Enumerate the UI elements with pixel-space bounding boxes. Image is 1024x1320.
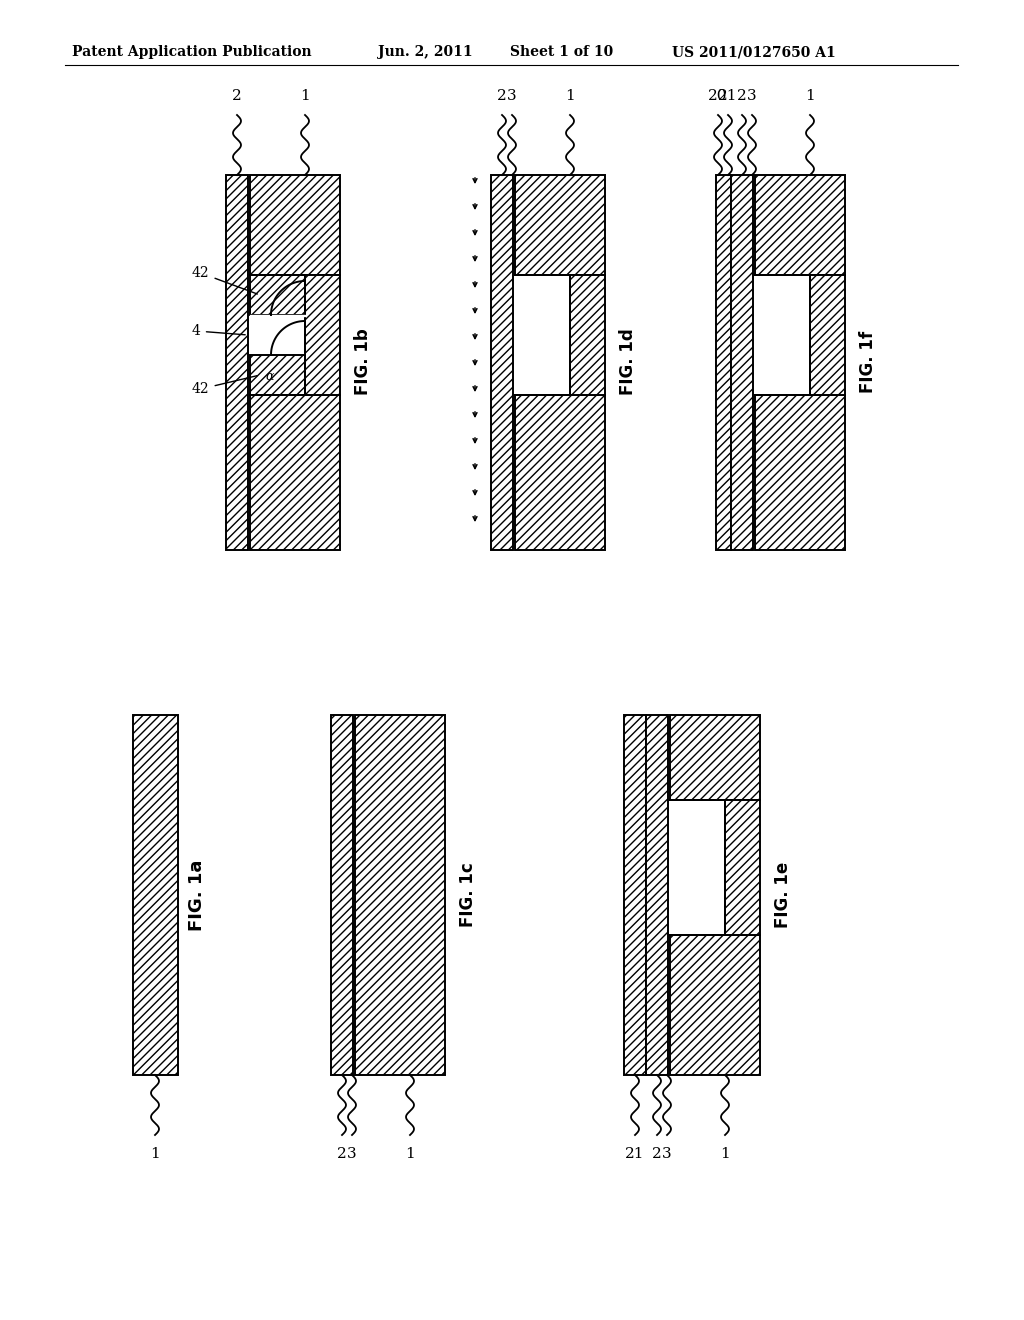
Bar: [725, 800, 760, 935]
Text: FIG. 1b: FIG. 1b: [354, 329, 372, 396]
Text: 3: 3: [663, 1147, 672, 1162]
Text: FIG. 1e: FIG. 1e: [774, 862, 792, 928]
Bar: [331, 715, 353, 1074]
Text: 4: 4: [193, 323, 245, 338]
Text: FIG. 1c: FIG. 1c: [459, 863, 477, 928]
Text: 42: 42: [193, 376, 257, 396]
Bar: [670, 935, 760, 1074]
Text: 3: 3: [507, 88, 517, 103]
Text: 2: 2: [497, 88, 507, 103]
Text: 1: 1: [300, 88, 310, 103]
Bar: [305, 275, 340, 395]
Text: 2: 2: [652, 1147, 662, 1162]
Text: 3: 3: [748, 88, 757, 103]
Bar: [810, 275, 845, 395]
Bar: [716, 176, 731, 550]
Bar: [755, 395, 845, 550]
Text: 1: 1: [565, 88, 574, 103]
Bar: [515, 176, 605, 275]
Bar: [250, 176, 340, 275]
Text: US 2011/0127650 A1: US 2011/0127650 A1: [672, 45, 836, 59]
Text: Sheet 1 of 10: Sheet 1 of 10: [510, 45, 613, 59]
Bar: [250, 355, 305, 395]
Text: 2: 2: [232, 88, 242, 103]
Text: 20: 20: [709, 88, 728, 103]
Bar: [646, 715, 668, 1074]
Text: 1: 1: [151, 1147, 160, 1162]
Text: Patent Application Publication: Patent Application Publication: [72, 45, 311, 59]
Bar: [755, 176, 845, 275]
Text: 21: 21: [626, 1147, 645, 1162]
Bar: [355, 715, 445, 1074]
Text: Jun. 2, 2011: Jun. 2, 2011: [378, 45, 473, 59]
Bar: [570, 275, 605, 395]
Bar: [624, 715, 646, 1074]
Text: 42: 42: [193, 267, 257, 294]
Text: 3: 3: [347, 1147, 356, 1162]
Bar: [731, 176, 753, 550]
Bar: [250, 395, 340, 550]
Text: 1: 1: [805, 88, 815, 103]
Text: FIG. 1f: FIG. 1f: [859, 331, 877, 393]
Text: 2: 2: [737, 88, 746, 103]
Text: 1: 1: [406, 1147, 415, 1162]
Text: 2: 2: [337, 1147, 347, 1162]
Bar: [490, 176, 513, 550]
Bar: [250, 275, 305, 315]
Text: FIG. 1d: FIG. 1d: [618, 329, 637, 396]
Bar: [133, 715, 178, 1074]
Bar: [515, 395, 605, 550]
Bar: [670, 715, 760, 800]
Text: 21: 21: [718, 88, 737, 103]
Text: FIG. 1a: FIG. 1a: [188, 859, 206, 931]
Bar: [226, 176, 248, 550]
Text: 1: 1: [720, 1147, 730, 1162]
Text: α: α: [266, 371, 274, 384]
